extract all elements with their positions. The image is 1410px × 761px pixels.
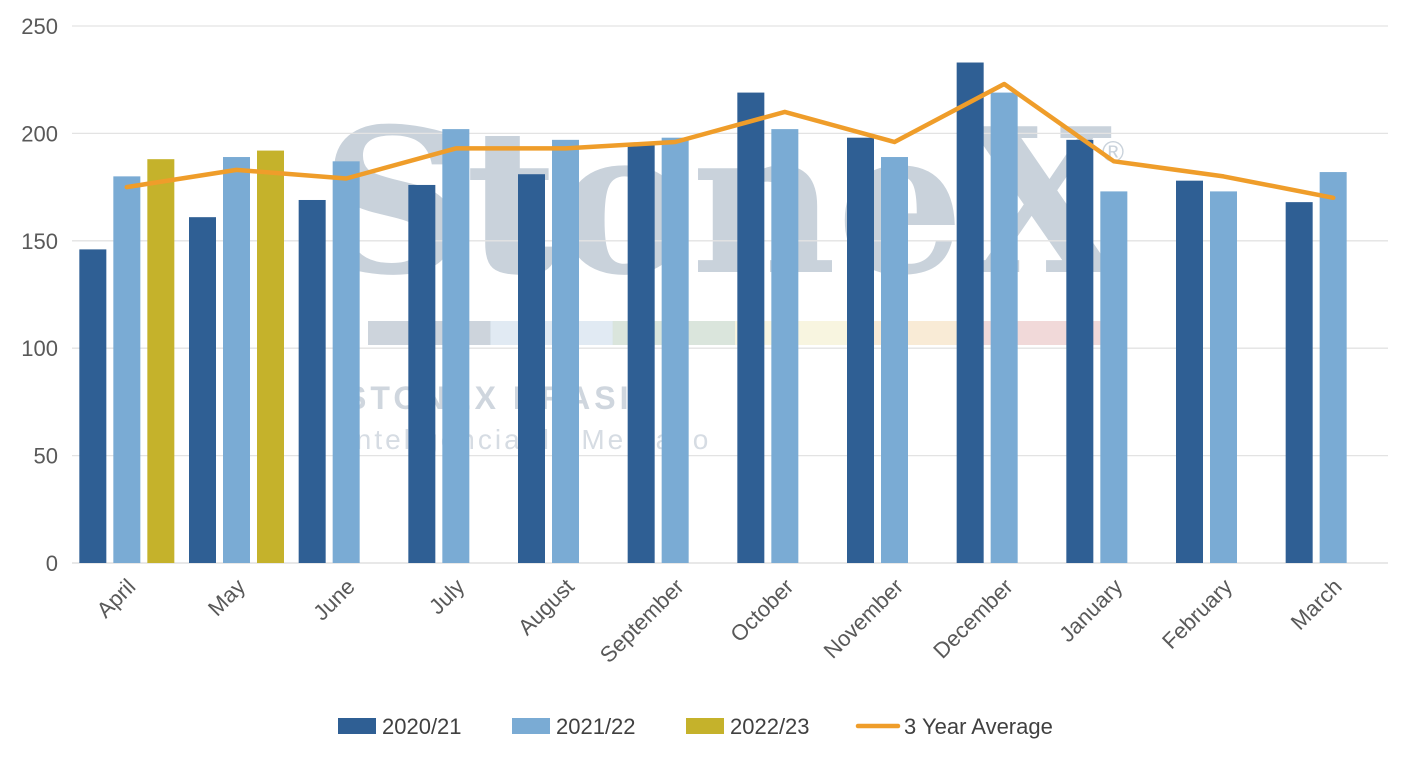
legend: 2020/21 2021/22 2022/23 3 Year Average [338, 714, 1053, 739]
bar-2022-23-april [147, 159, 175, 563]
bar-2021-22-july [442, 129, 470, 563]
x-tick-label: March [1286, 574, 1347, 635]
bar-2020-21-february [1176, 180, 1203, 563]
y-tick-label: 50 [34, 444, 58, 469]
bar-2021-22-december [990, 92, 1018, 563]
bar-2021-22-february [1210, 191, 1237, 563]
legend-swatch [338, 718, 376, 734]
legend-label: 3 Year Average [904, 714, 1053, 739]
x-tick-label: May [203, 574, 250, 621]
y-tick-label: 0 [46, 551, 58, 576]
x-tick-label: October [725, 574, 798, 647]
bar-2020-21-may [189, 217, 216, 563]
x-tick-label: January [1054, 574, 1127, 647]
y-axis-ticks: 0 50 100 150 200 250 [21, 14, 58, 576]
bar-2021-22-january [1100, 191, 1128, 563]
watermark-band-segment [490, 321, 614, 345]
gridlines [72, 25, 1388, 564]
bar-2020-21-august [518, 174, 545, 563]
y-tick-label: 200 [21, 121, 58, 146]
y-tick-label: 250 [21, 14, 58, 39]
x-tick-label: July [424, 574, 469, 619]
bar-2020-21-april [79, 249, 107, 563]
bar-2021-22-march [1319, 172, 1347, 563]
bars [79, 62, 1347, 564]
x-tick-label: April [92, 574, 141, 623]
watermark-subtitle: STONEX BRASIL [345, 380, 656, 416]
x-tick-label: November [819, 574, 908, 663]
bar-2020-21-march [1285, 202, 1313, 564]
bar-2020-21-december [956, 62, 984, 564]
legend-label: 2021/22 [556, 714, 636, 739]
bar-2021-22-august [552, 139, 579, 563]
bar-2020-21-september [627, 144, 655, 563]
bar-2020-21-january [1066, 139, 1094, 563]
x-tick-label: August [513, 574, 579, 640]
y-tick-label: 100 [21, 336, 58, 361]
x-tick-label: December [928, 574, 1017, 663]
bar-2021-22-april [113, 176, 141, 564]
bar-2020-21-july [408, 184, 436, 563]
bar-2022-23-may [257, 150, 284, 564]
y-tick-label: 150 [21, 229, 58, 254]
bar-2021-22-may [223, 157, 250, 563]
bar-2020-21-november [847, 137, 874, 564]
bar-2021-22-october [771, 129, 799, 563]
legend-swatch [686, 718, 724, 734]
x-axis-labels: April May June July August September October No… [92, 574, 1347, 668]
bar-2021-22-november [881, 157, 908, 563]
bar-2021-22-june [332, 161, 360, 563]
average-line [124, 81, 1336, 201]
legend-label: 2022/23 [730, 714, 810, 739]
x-tick-label: September [595, 574, 689, 668]
x-tick-label: June [308, 574, 359, 625]
legend-swatch [512, 718, 550, 734]
legend-label: 2020/21 [382, 714, 462, 739]
bar-2021-22-september [661, 137, 689, 564]
x-tick-label: February [1157, 574, 1237, 654]
bar-2020-21-october [737, 92, 765, 563]
bar-2020-21-june [298, 199, 326, 563]
series-line-3-year-average [124, 81, 1336, 201]
